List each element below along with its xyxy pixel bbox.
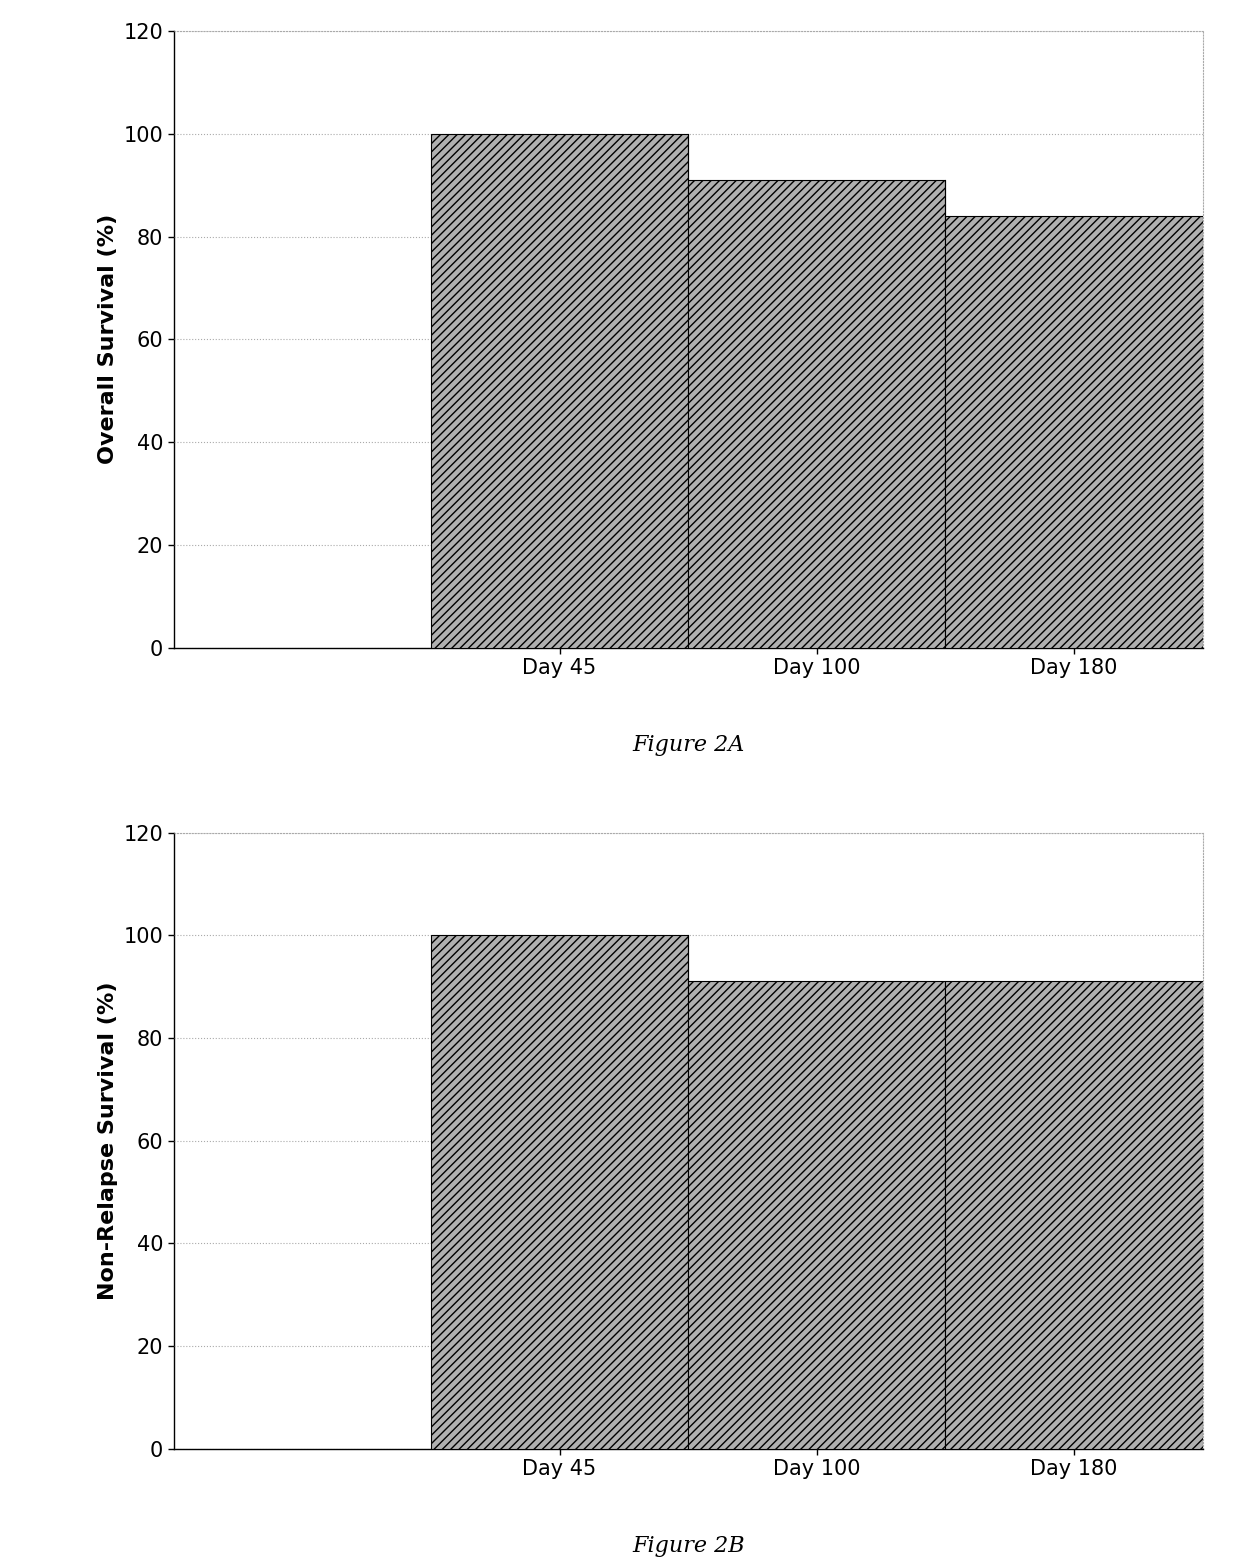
Y-axis label: Overall Survival (%): Overall Survival (%) <box>98 215 118 464</box>
Bar <box>688 982 945 1449</box>
Text: Figure 2B: Figure 2B <box>632 1535 744 1558</box>
Y-axis label: Non-Relapse Survival (%): Non-Relapse Survival (%) <box>98 982 118 1299</box>
Bar <box>688 181 945 648</box>
Bar <box>945 982 1203 1449</box>
Bar <box>432 134 688 648</box>
Text: Figure 2A: Figure 2A <box>632 734 744 756</box>
Bar <box>945 217 1203 648</box>
Bar <box>432 935 688 1449</box>
